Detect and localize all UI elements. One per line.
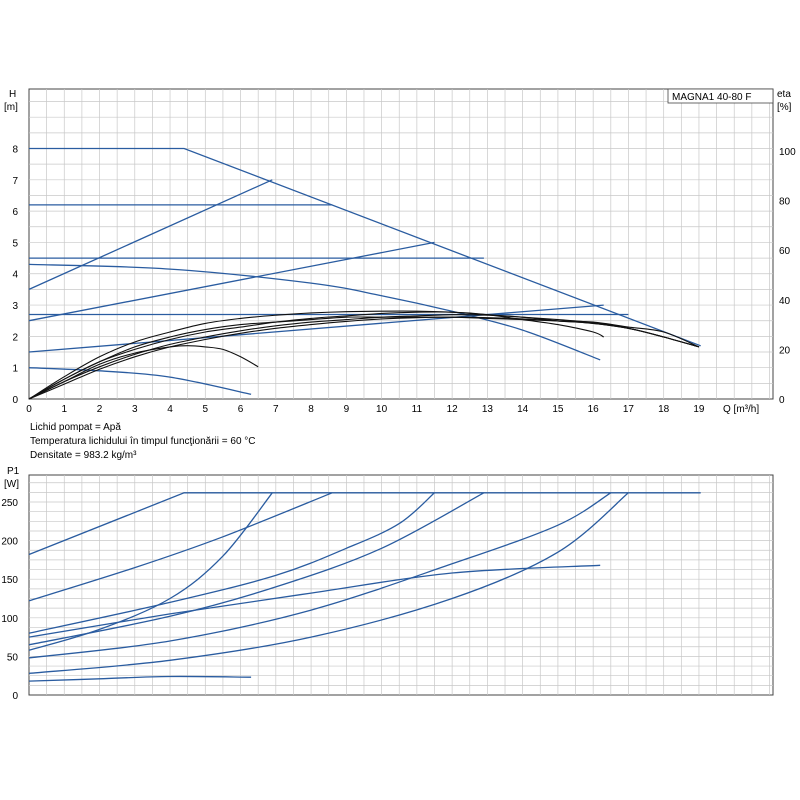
power-panel: 0 50 100 150 200 250 P1 [W] — [1, 466, 774, 702]
note-temperature: Temperatura lichidului în timpul funcţio… — [30, 436, 256, 447]
x-tick-label: 3 — [132, 404, 138, 415]
eta-tick-label: 0 — [779, 395, 785, 406]
y-tick-label: 0 — [12, 395, 18, 406]
power-curve-2 — [28, 492, 273, 651]
power-tick-label: 0 — [12, 691, 18, 702]
x-tick-label: 8 — [308, 404, 314, 415]
eta-y-ticks: 0 20 40 60 80 100 — [779, 147, 796, 406]
x-tick-label: 15 — [552, 404, 564, 415]
y-tick-label: 7 — [12, 176, 18, 187]
head-curve-8 — [28, 367, 252, 395]
eta-curve-1 — [28, 311, 604, 400]
power-tick-label: 100 — [1, 614, 18, 625]
y-tick-label: 8 — [12, 144, 18, 155]
y-tick-label: 6 — [12, 207, 18, 218]
x-tick-label: 7 — [273, 404, 279, 415]
x-tick-label: 2 — [97, 404, 103, 415]
head-x-ticks: 0 1 2 3 4 5 6 7 8 9 10 11 12 13 14 15 16 17 18 19 — [26, 404, 705, 415]
x-tick-label: 17 — [623, 404, 635, 415]
power-grid — [29, 475, 773, 695]
y-tick-label: 2 — [12, 332, 18, 343]
eta-tick-label: 40 — [779, 296, 791, 307]
x-tick-label: 0 — [26, 404, 32, 415]
eta-curve-5 — [28, 345, 259, 400]
head-curve-6 — [28, 304, 604, 353]
x-tick-label: 18 — [658, 404, 670, 415]
x-tick-label: 1 — [61, 404, 67, 415]
x-tick-label: 12 — [447, 404, 459, 415]
eta-curve-4 — [28, 316, 700, 400]
eta-tick-label: 80 — [779, 197, 791, 208]
x-tick-label: 6 — [238, 404, 244, 415]
x-tick-label: 4 — [167, 404, 173, 415]
head-ylabel-line2: [m] — [4, 102, 18, 113]
head-curve-5 — [28, 241, 435, 322]
power-curve-0 — [28, 492, 701, 556]
head-curves — [28, 147, 701, 395]
eta-tick-label: 20 — [779, 345, 791, 356]
power-curve-3 — [28, 492, 435, 634]
note-liquid: Lichid pompat = Apă — [30, 422, 121, 433]
head-curve-0 — [29, 147, 701, 347]
model-title: MAGNA1 40-80 F — [672, 92, 751, 103]
note-density: Densitate = 983.2 kg/m³ — [30, 450, 137, 461]
x-tick-label: 9 — [344, 404, 350, 415]
power-tick-label: 250 — [1, 498, 18, 509]
model-title-box — [667, 88, 774, 104]
head-curve-7 — [28, 263, 601, 361]
power-curve-7 — [28, 564, 601, 638]
power-tick-label: 150 — [1, 575, 18, 586]
power-curves — [28, 492, 701, 682]
y-tick-label: 3 — [12, 301, 18, 312]
eta-ylabel-line2: [%] — [777, 102, 792, 113]
power-curve-4 — [28, 492, 485, 646]
eta-ylabel-line1: eta — [777, 89, 791, 100]
head-curve-4 — [28, 179, 273, 290]
head-panel: 0 1 2 3 4 5 6 7 8 9 10 11 12 13 14 15 16 17 18 19 012345678… — [4, 88, 796, 461]
power-curve-5 — [28, 492, 612, 659]
power-ylabel-line2: [W] — [4, 479, 19, 490]
efficiency-curves — [28, 310, 700, 400]
head-plot-frame — [28, 88, 774, 400]
power-curve-6 — [28, 492, 629, 675]
x-tick-label: 14 — [517, 404, 529, 415]
eta-curve-3 — [28, 314, 700, 400]
y-tick-label: 5 — [12, 238, 18, 249]
head-y-ticks: 0 1 2 3 4 5 6 7 8 — [12, 144, 18, 406]
x-tick-label: 5 — [203, 404, 209, 415]
x-tick-label: 16 — [588, 404, 600, 415]
power-ylabel-line1: P1 — [7, 466, 20, 477]
power-y-ticks: 0 50 100 150 200 250 — [1, 498, 18, 702]
power-plot-frame — [28, 474, 774, 696]
power-tick-label: 50 — [7, 652, 19, 663]
x-tick-label: 19 — [693, 404, 705, 415]
power-tick-label: 200 — [1, 537, 18, 548]
eta-tick-label: 100 — [779, 147, 796, 158]
eta-tick-label: 60 — [779, 246, 791, 257]
y-tick-label: 4 — [12, 270, 18, 281]
head-xlabel: Q [m³/h] — [723, 404, 759, 415]
x-tick-label: 13 — [482, 404, 494, 415]
power-curve-1 — [28, 492, 333, 602]
power-curve-8 — [28, 675, 252, 682]
x-tick-label: 10 — [376, 404, 388, 415]
x-tick-label: 11 — [412, 404, 423, 415]
head-ylabel-line1: H — [9, 89, 16, 100]
y-tick-label: 1 — [12, 364, 18, 375]
